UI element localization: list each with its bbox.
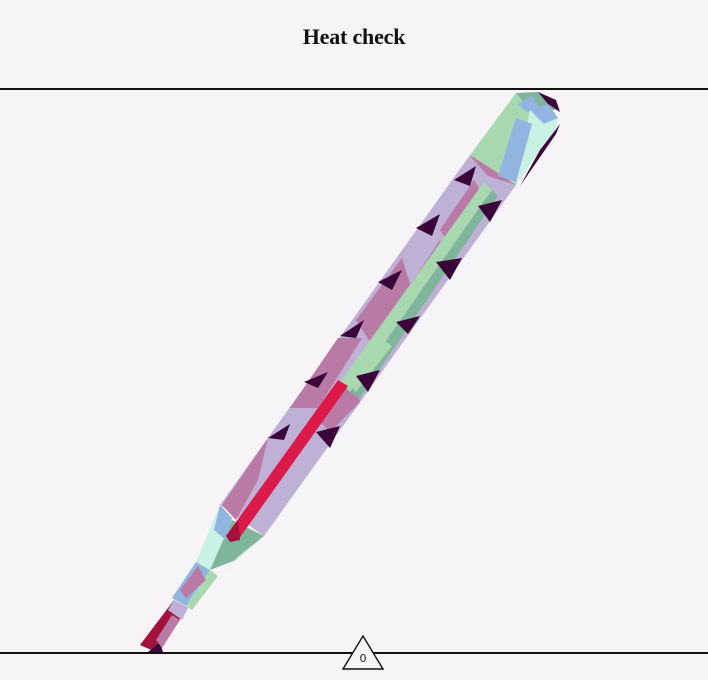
counter-badge: 0 xyxy=(341,634,385,671)
tip-facet xyxy=(168,600,188,620)
page-title: Heat check xyxy=(302,24,406,49)
header-bar: Heat check xyxy=(0,0,708,90)
scale-markers xyxy=(268,166,502,448)
thermometer-bulb[interactable] xyxy=(470,92,560,186)
triangle-icon xyxy=(341,634,385,670)
tip-end xyxy=(148,642,163,652)
counter-value: 0 xyxy=(359,652,367,665)
tip-facet xyxy=(156,615,180,648)
mercury-column xyxy=(226,380,348,542)
thermometer-neck[interactable] xyxy=(172,505,264,610)
thermometer-tube[interactable] xyxy=(220,155,516,536)
thermometer-tip[interactable] xyxy=(140,600,188,652)
play-area[interactable] xyxy=(0,90,708,652)
